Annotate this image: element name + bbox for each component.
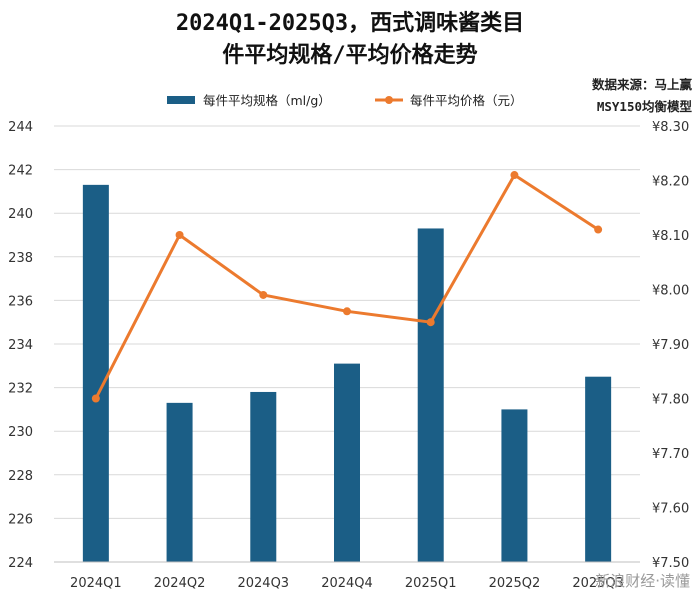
watermark: 新浪财经·读懂 bbox=[595, 572, 690, 590]
line-point bbox=[426, 318, 435, 327]
line-point bbox=[91, 394, 100, 403]
line-point bbox=[343, 307, 351, 316]
x-tick-label: 2025Q3 bbox=[572, 576, 624, 591]
chart-title: 2024Q1-2025Q3，西式调味酱类目 件平均规格/平均价格走势 bbox=[0, 8, 700, 72]
chart-title-line-2: 件平均规格/平均价格走势 bbox=[222, 43, 478, 68]
data-source-line-2: MSY150均衡模型 bbox=[596, 99, 692, 114]
left-tick-label: 236 bbox=[8, 294, 33, 309]
legend-line-marker bbox=[385, 96, 393, 104]
bar-series bbox=[82, 184, 612, 563]
left-tick-label: 226 bbox=[8, 512, 33, 527]
line-point bbox=[175, 231, 184, 239]
x-tick-label: 2024Q2 bbox=[154, 576, 206, 591]
left-tick-label: 244 bbox=[8, 120, 33, 135]
bar bbox=[166, 402, 193, 562]
bar bbox=[417, 228, 444, 562]
x-tick-label: 2025Q1 bbox=[405, 576, 457, 591]
x-tick-label: 2025Q2 bbox=[489, 576, 541, 591]
left-tick-label: 240 bbox=[8, 207, 33, 222]
left-tick-label: 238 bbox=[8, 251, 33, 266]
bar bbox=[82, 184, 109, 563]
chart-title-line-1: 2024Q1-2025Q3，西式调味酱类目 bbox=[175, 11, 525, 36]
right-y-axis: ¥7.50 ¥7.60 ¥7.70 ¥7.80 ¥7.90 ¥8.00 ¥8.10 ¥8.20… bbox=[652, 120, 689, 571]
right-tick-label: ¥7.80 bbox=[652, 393, 689, 408]
legend-bar-label: 每件平均规格（ml/g） bbox=[203, 93, 331, 108]
x-tick-label: 2024Q3 bbox=[237, 576, 289, 591]
legend-bar-swatch bbox=[167, 96, 195, 104]
x-tick-label: 2024Q1 bbox=[70, 576, 122, 591]
left-tick-label: 224 bbox=[8, 556, 33, 571]
right-tick-label: ¥8.20 bbox=[652, 175, 689, 190]
right-tick-label: ¥7.50 bbox=[652, 556, 689, 571]
data-source-line-1: 数据来源：马上赢 bbox=[591, 77, 692, 92]
line-point bbox=[510, 171, 519, 180]
left-tick-label: 242 bbox=[8, 164, 33, 179]
data-source-note: 数据来源：马上赢 MSY150均衡模型 bbox=[560, 74, 692, 118]
bar bbox=[501, 409, 528, 562]
right-tick-label: ¥8.00 bbox=[652, 284, 689, 299]
legend-line-label: 每件平均价格（元） bbox=[410, 93, 523, 108]
right-tick-label: ¥8.30 bbox=[652, 120, 689, 135]
legend: 每件平均规格（ml/g） 每件平均价格（元） bbox=[167, 93, 523, 108]
x-tick-label: 2024Q4 bbox=[321, 576, 373, 591]
line-point bbox=[259, 290, 268, 299]
right-tick-label: ¥7.70 bbox=[652, 447, 689, 462]
right-tick-label: ¥8.10 bbox=[652, 229, 689, 244]
left-tick-label: 232 bbox=[8, 382, 33, 397]
left-y-axis: 224 226 228 230 232 234 236 238 240 242 244 bbox=[8, 120, 33, 571]
bar bbox=[585, 376, 612, 562]
bar bbox=[334, 363, 360, 562]
left-tick-label: 230 bbox=[8, 425, 33, 440]
right-tick-label: ¥7.90 bbox=[652, 338, 689, 353]
line-point bbox=[594, 225, 603, 234]
line-series bbox=[91, 171, 603, 403]
left-tick-label: 234 bbox=[8, 338, 33, 353]
x-axis: 2024Q1 2024Q2 2024Q3 2024Q4 2025Q1 2025Q2 2025… bbox=[54, 561, 640, 591]
right-tick-label: ¥7.60 bbox=[652, 502, 689, 517]
bar bbox=[250, 391, 277, 562]
left-tick-label: 228 bbox=[8, 469, 33, 484]
